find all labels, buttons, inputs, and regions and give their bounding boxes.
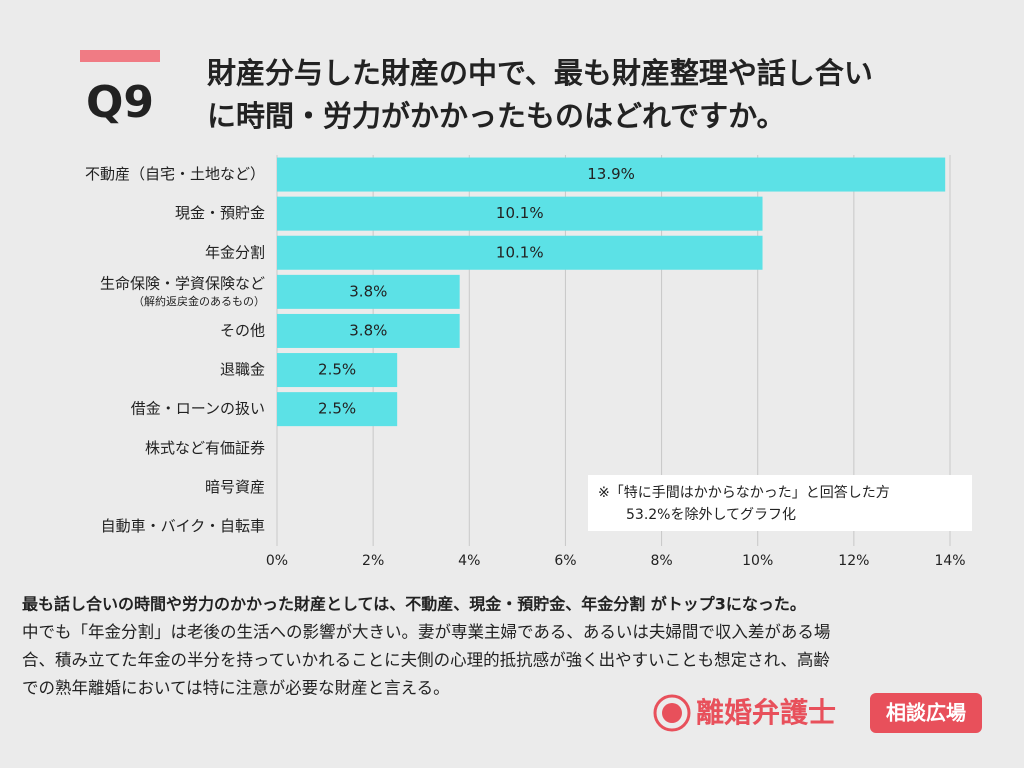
title-line: 財産分与した財産の中で、最も財産整理や話し合い: [207, 56, 873, 90]
value-label: 2.5%: [318, 400, 356, 418]
note-line: 53.2%を除外してグラフ化: [626, 507, 796, 523]
brand-tag: 相談広場: [886, 701, 966, 725]
bar: [277, 196, 763, 231]
y-tick-label: 借金・ローンの扱い: [131, 400, 265, 418]
y-tick-label: 生命保険・学資保険など: [100, 274, 265, 292]
title-line: に時間・労力がかかったものはどれですか。: [207, 99, 786, 133]
value-label: 2.5%: [318, 361, 356, 379]
logo-icon: [653, 694, 691, 732]
brand-tag-box: [870, 693, 982, 733]
value-label: 3.8%: [349, 282, 387, 300]
value-label: 10.1%: [496, 243, 544, 261]
body-line: での熟年離婚においては特に注意が必要な財産と言える。: [22, 679, 450, 698]
x-tick-label: 0%: [266, 553, 288, 569]
note-box: [588, 475, 972, 531]
bar: [277, 353, 398, 388]
question-number: Q9: [86, 77, 154, 128]
y-tick-label: 年金分割: [205, 243, 265, 261]
y-tick-label: 不動産（自宅・土地など）: [85, 165, 265, 183]
value-label: 13.9%: [587, 165, 635, 183]
bar: [277, 235, 763, 270]
value-label: 10.1%: [496, 204, 544, 222]
y-tick-label: 現金・預貯金: [175, 204, 265, 222]
summary: 最も話し合いの時間や労力のかかった財産としては、不動産、現金・預貯金、年金分割 …: [22, 595, 806, 614]
y-tick-label: 退職金: [220, 361, 265, 379]
x-tick-label: 4%: [458, 553, 480, 569]
bar: [277, 392, 398, 427]
x-tick-label: 10%: [742, 553, 773, 569]
y-tick-label: その他: [220, 321, 265, 339]
accent-bar: [80, 50, 160, 62]
bar: [277, 274, 460, 309]
x-tick-label: 6%: [554, 553, 576, 569]
y-tick-sublabel: （解約返戻金のあるもの）: [133, 294, 265, 308]
y-tick-label: 株式など有価証券: [145, 439, 265, 457]
x-tick-label: 8%: [650, 553, 672, 569]
body-line: 中でも「年金分割」は老後の生活への影響が大きい。妻が専業主婦である、あるいは夫婦…: [22, 623, 830, 642]
plot: 0% 2% 4% 6% 8% 10% 12% 14% 13.9% 不動産（自宅・土地など） 10.1…: [85, 155, 966, 569]
x-tick-label: 2%: [362, 553, 384, 569]
body-line: 合、積み立てた年金の半分を持っていかれることに夫側の心理的抵抗感が強く出やすいこ…: [22, 651, 830, 670]
logo-icon-core: [662, 703, 682, 723]
value-label: 3.8%: [349, 321, 387, 339]
x-tick-label: 14%: [934, 553, 965, 569]
brand-name: 離婚弁護士: [696, 696, 836, 729]
y-tick-label: 自動車・バイク・自転車: [101, 517, 265, 535]
x-tick-label: 12%: [838, 553, 869, 569]
bar: [277, 157, 946, 192]
y-tick-label: 暗号資産: [205, 478, 265, 496]
note-line: ※「特に手間はかからなかった」と回答した方: [598, 484, 890, 501]
bar: [277, 313, 460, 348]
